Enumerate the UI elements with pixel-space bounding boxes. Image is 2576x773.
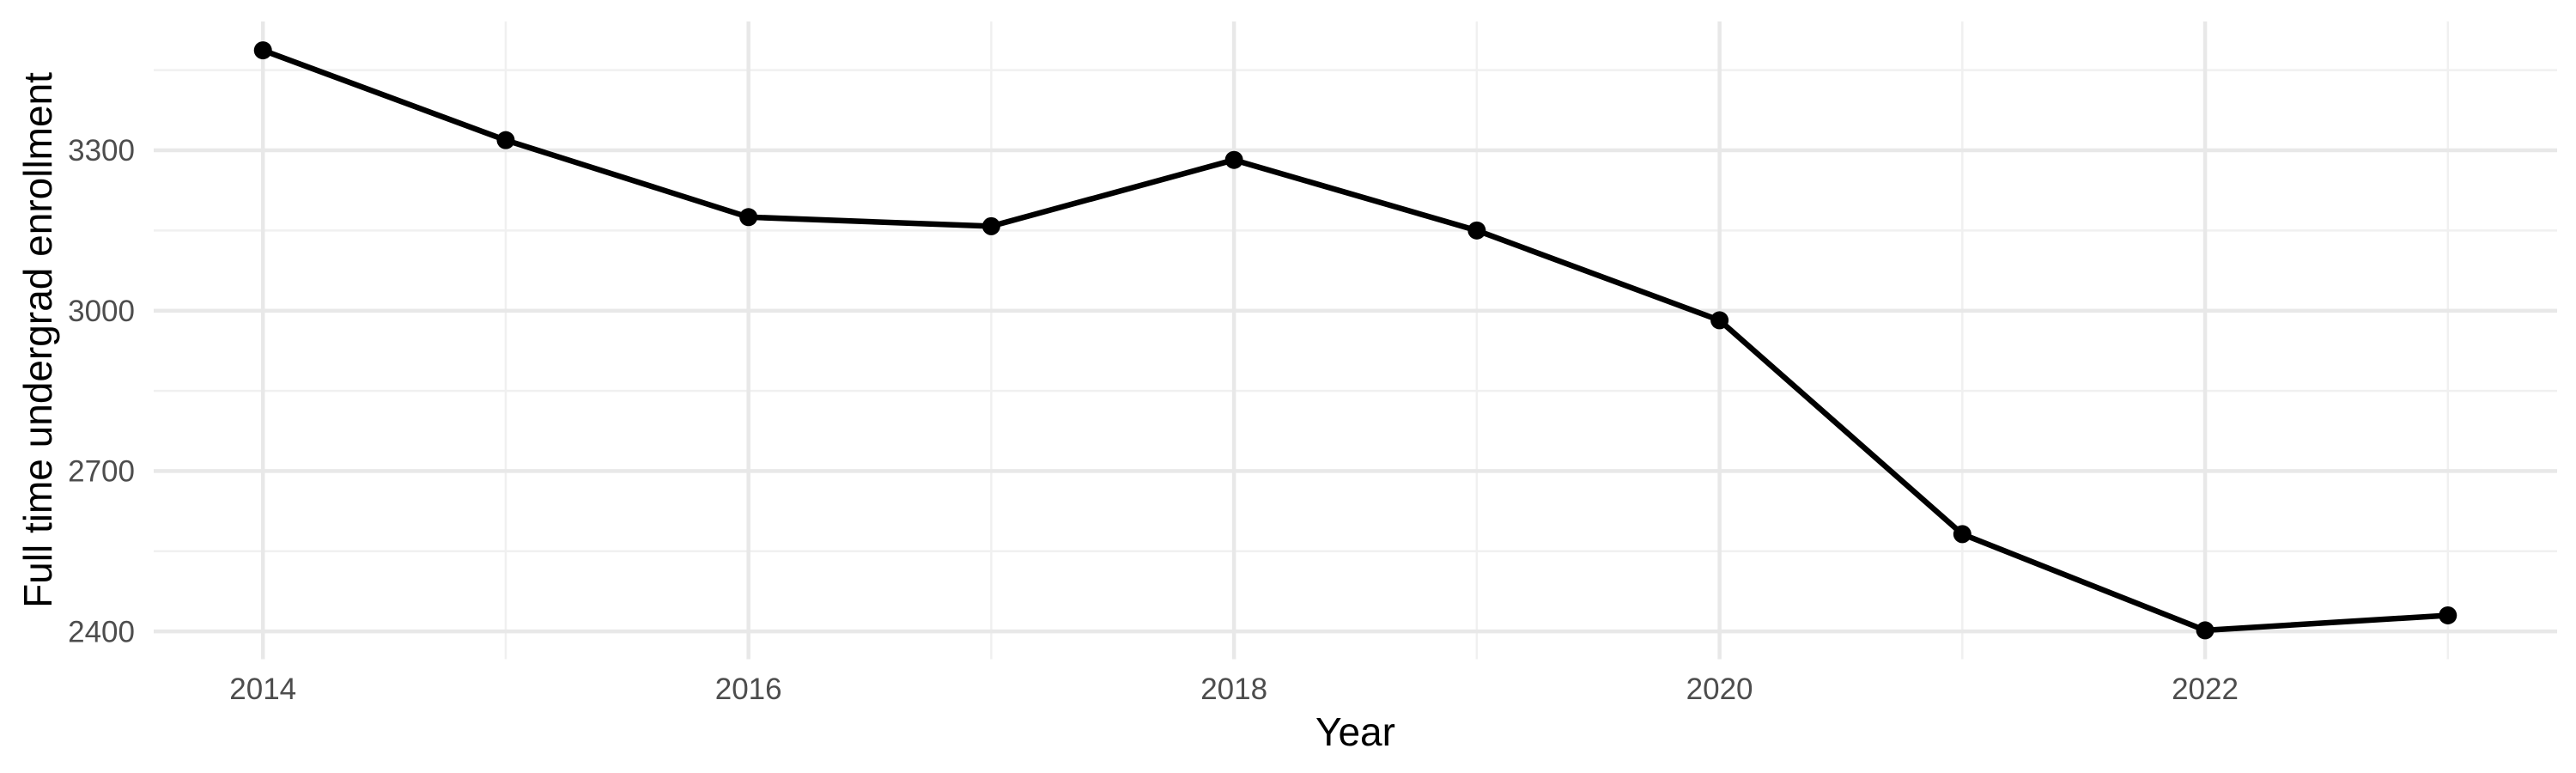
- data-point: [2439, 606, 2458, 624]
- y-tick-label: 3300: [68, 134, 135, 167]
- x-tick-label: 2020: [1686, 673, 1753, 706]
- y-tick-label: 3000: [68, 295, 135, 328]
- data-point: [253, 41, 272, 60]
- data-point: [1710, 311, 1729, 330]
- enrollment-line: [262, 47, 2448, 634]
- x-tick-label: 2022: [2172, 673, 2239, 706]
- data-point: [1224, 150, 1243, 169]
- y-tick-labels: 2400 2700 3000 3300: [68, 134, 135, 648]
- data-point: [2196, 621, 2215, 640]
- data-point: [1953, 525, 1971, 544]
- x-tick-labels: 2014 2016 2018 2020 2022: [229, 673, 2239, 706]
- data-point: [981, 216, 1000, 235]
- series-layer: [253, 41, 2458, 640]
- x-axis-title: Year: [1315, 709, 1395, 754]
- y-tick-label: 2700: [68, 455, 135, 489]
- data-point: [496, 131, 515, 149]
- major-gridlines: [154, 21, 2557, 660]
- y-tick-label: 2400: [68, 615, 135, 648]
- x-tick-label: 2014: [229, 673, 296, 706]
- data-point: [1467, 221, 1486, 240]
- x-tick-label: 2018: [1200, 673, 1267, 706]
- minor-gridlines: [154, 21, 2557, 660]
- data-point: [739, 208, 758, 227]
- x-tick-label: 2016: [715, 673, 782, 706]
- y-axis-title: Full time undergrad enrollment: [15, 72, 60, 608]
